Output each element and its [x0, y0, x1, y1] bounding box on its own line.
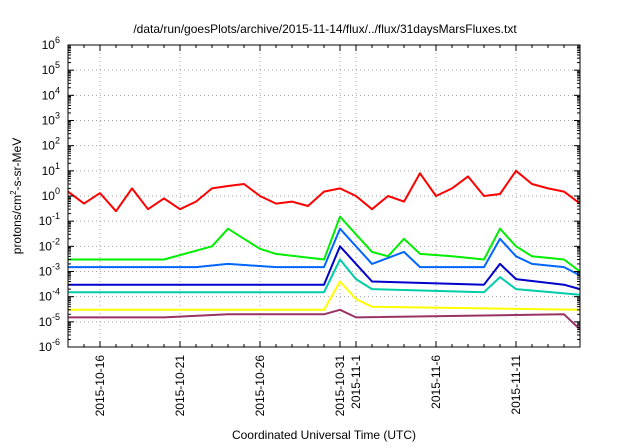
y-tick-label: 106: [42, 35, 60, 52]
x-tick-label: 2015-10-31: [333, 355, 347, 417]
y-axis-label-part: protons/cm: [10, 195, 24, 254]
x-axis-label: Coordinated Universal Time (UTC): [232, 428, 416, 442]
y-axis-label: protons/cm2-s-sr-MeV: [9, 138, 24, 254]
y-tick-base: 10: [39, 340, 53, 354]
y-tick-label: 105: [42, 60, 60, 77]
y-tick-exponent: -5: [52, 312, 60, 322]
y-tick-base: 10: [39, 239, 53, 253]
y-tick-base: 10: [42, 164, 56, 178]
y-tick-base: 10: [42, 189, 56, 203]
y-tick-exponent: -4: [52, 287, 60, 297]
y-tick-exponent: -1: [52, 211, 60, 221]
y-tick-label: 10-5: [39, 312, 60, 329]
y-tick-exponent: -2: [52, 236, 60, 246]
y-tick-exponent: -3: [52, 262, 60, 272]
y-tick-base: 10: [42, 114, 56, 128]
x-tick-label: 2015-10-16: [93, 355, 107, 417]
series-line-4: [68, 245, 581, 291]
grid: [68, 45, 580, 347]
y-tick-base: 10: [42, 88, 56, 102]
y-tick-exponent: 0: [55, 186, 60, 196]
x-tick-label: 2015-10-21: [173, 355, 187, 417]
y-tick-base: 10: [42, 38, 56, 52]
y-tick-label: 10-6: [39, 337, 60, 354]
y-tick-label: 100: [42, 186, 60, 203]
series-layer: [67, 169, 581, 331]
series-line-1: [67, 169, 581, 213]
x-tick-label: 2015-11-6: [429, 355, 443, 409]
x-tick-label: 2015-11-1: [349, 355, 363, 409]
chart-title: /data/run/goesPlots/archive/2015-11-14/f…: [133, 22, 517, 36]
y-tick-label: 10-3: [39, 262, 60, 279]
y-tick-base: 10: [39, 265, 53, 279]
y-tick-label: 104: [42, 85, 60, 102]
y-tick-label: 10-2: [39, 236, 60, 253]
y-tick-exponent: 4: [55, 85, 60, 95]
y-tick-exponent: 3: [55, 111, 60, 121]
x-tick-label: 2015-10-26: [253, 355, 267, 417]
y-tick-exponent: -6: [52, 337, 60, 347]
y-tick-exponent: 6: [55, 35, 60, 45]
y-tick-base: 10: [42, 139, 56, 153]
y-tick-base: 10: [39, 214, 53, 228]
y-tick-label: 101: [42, 161, 60, 178]
series-line-6: [68, 280, 581, 311]
series-line-7: [68, 308, 581, 331]
y-tick-exponent: 5: [55, 60, 60, 70]
series-line-2: [68, 215, 581, 273]
x-tick-label: 2015-11-11: [509, 355, 523, 415]
y-tick-base: 10: [39, 290, 53, 304]
y-tick-label: 10-1: [39, 211, 60, 228]
series-line-5: [68, 258, 581, 296]
y-tick-base: 10: [39, 315, 53, 329]
y-tick-exponent: 2: [55, 136, 60, 146]
y-tick-label: 10-4: [39, 287, 60, 304]
y-tick-label: 102: [42, 136, 60, 153]
series-line-3: [68, 227, 581, 277]
y-axis-label-part: -s-sr-MeV: [10, 138, 24, 191]
y-axis-label-superscript: 2: [9, 190, 18, 195]
y-tick-label: 103: [42, 111, 60, 128]
y-tick-base: 10: [42, 63, 56, 77]
x-axis: 2015-10-16 2015-10-21 2015-10-26 2015-10-31…: [67, 45, 581, 417]
y-tick-exponent: 1: [55, 161, 60, 171]
